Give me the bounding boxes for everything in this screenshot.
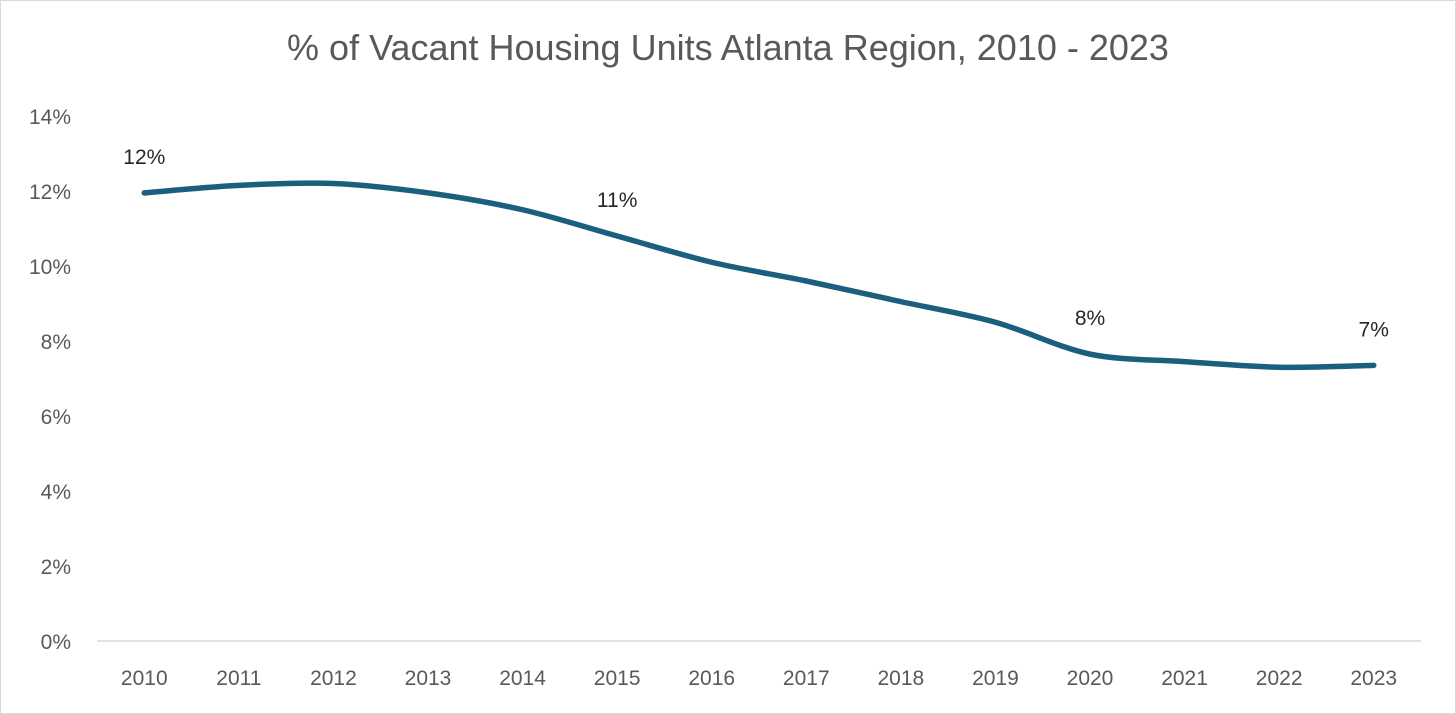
x-tick-label: 2014: [499, 667, 546, 690]
x-tick-label: 2017: [783, 667, 830, 690]
x-axis-tick-labels: 2010 2011 2012 2013 2014 2015 2016 2017 2018 2019…: [121, 667, 1397, 690]
data-label: 12%: [123, 146, 165, 169]
data-point: [425, 190, 431, 196]
x-tick-label: 2016: [688, 667, 735, 690]
data-point: [1371, 362, 1377, 368]
data-point: [1276, 364, 1282, 370]
data-point: [330, 181, 336, 186]
x-tick-label: 2011: [216, 667, 261, 690]
data-point: [520, 207, 526, 213]
data-labels: 12% 11% 8% 7%: [123, 146, 1389, 342]
x-tick-label: 2012: [310, 667, 357, 690]
x-tick-label: 2018: [877, 667, 924, 690]
x-tick-label: 2023: [1350, 667, 1397, 690]
series-group: [141, 180, 1377, 371]
y-tick-label: 14%: [29, 106, 71, 129]
x-tick-label: 2015: [594, 667, 641, 690]
data-point: [141, 190, 147, 196]
y-tick-label: 0%: [41, 631, 71, 654]
data-point: [803, 278, 809, 284]
data-point: [1087, 351, 1093, 357]
data-point: [898, 299, 904, 305]
x-tick-label: 2010: [121, 667, 168, 690]
y-tick-label: 6%: [41, 406, 71, 429]
y-tick-label: 8%: [41, 331, 71, 354]
y-axis-tick-labels: 0% 2% 4% 6% 8% 10% 12% 14%: [29, 106, 71, 654]
x-tick-label: 2021: [1161, 667, 1208, 690]
x-tick-label: 2020: [1067, 667, 1114, 690]
data-point: [1182, 359, 1188, 365]
y-tick-label: 10%: [29, 256, 71, 279]
data-point: [709, 259, 715, 265]
data-label: 11%: [597, 189, 637, 212]
y-tick-label: 12%: [29, 181, 71, 204]
data-label: 8%: [1075, 307, 1105, 330]
data-point: [614, 233, 620, 239]
data-point: [992, 319, 998, 325]
chart-title: % of Vacant Housing Units Atlanta Region…: [287, 27, 1169, 68]
series-line: [141, 180, 1377, 371]
y-tick-label: 4%: [41, 481, 71, 504]
x-tick-label: 2022: [1256, 667, 1303, 690]
x-tick-label: 2013: [405, 667, 452, 690]
data-point: [236, 182, 242, 188]
data-label: 7%: [1359, 318, 1389, 341]
x-tick-label: 2019: [972, 667, 1019, 690]
y-tick-label: 2%: [41, 556, 71, 579]
